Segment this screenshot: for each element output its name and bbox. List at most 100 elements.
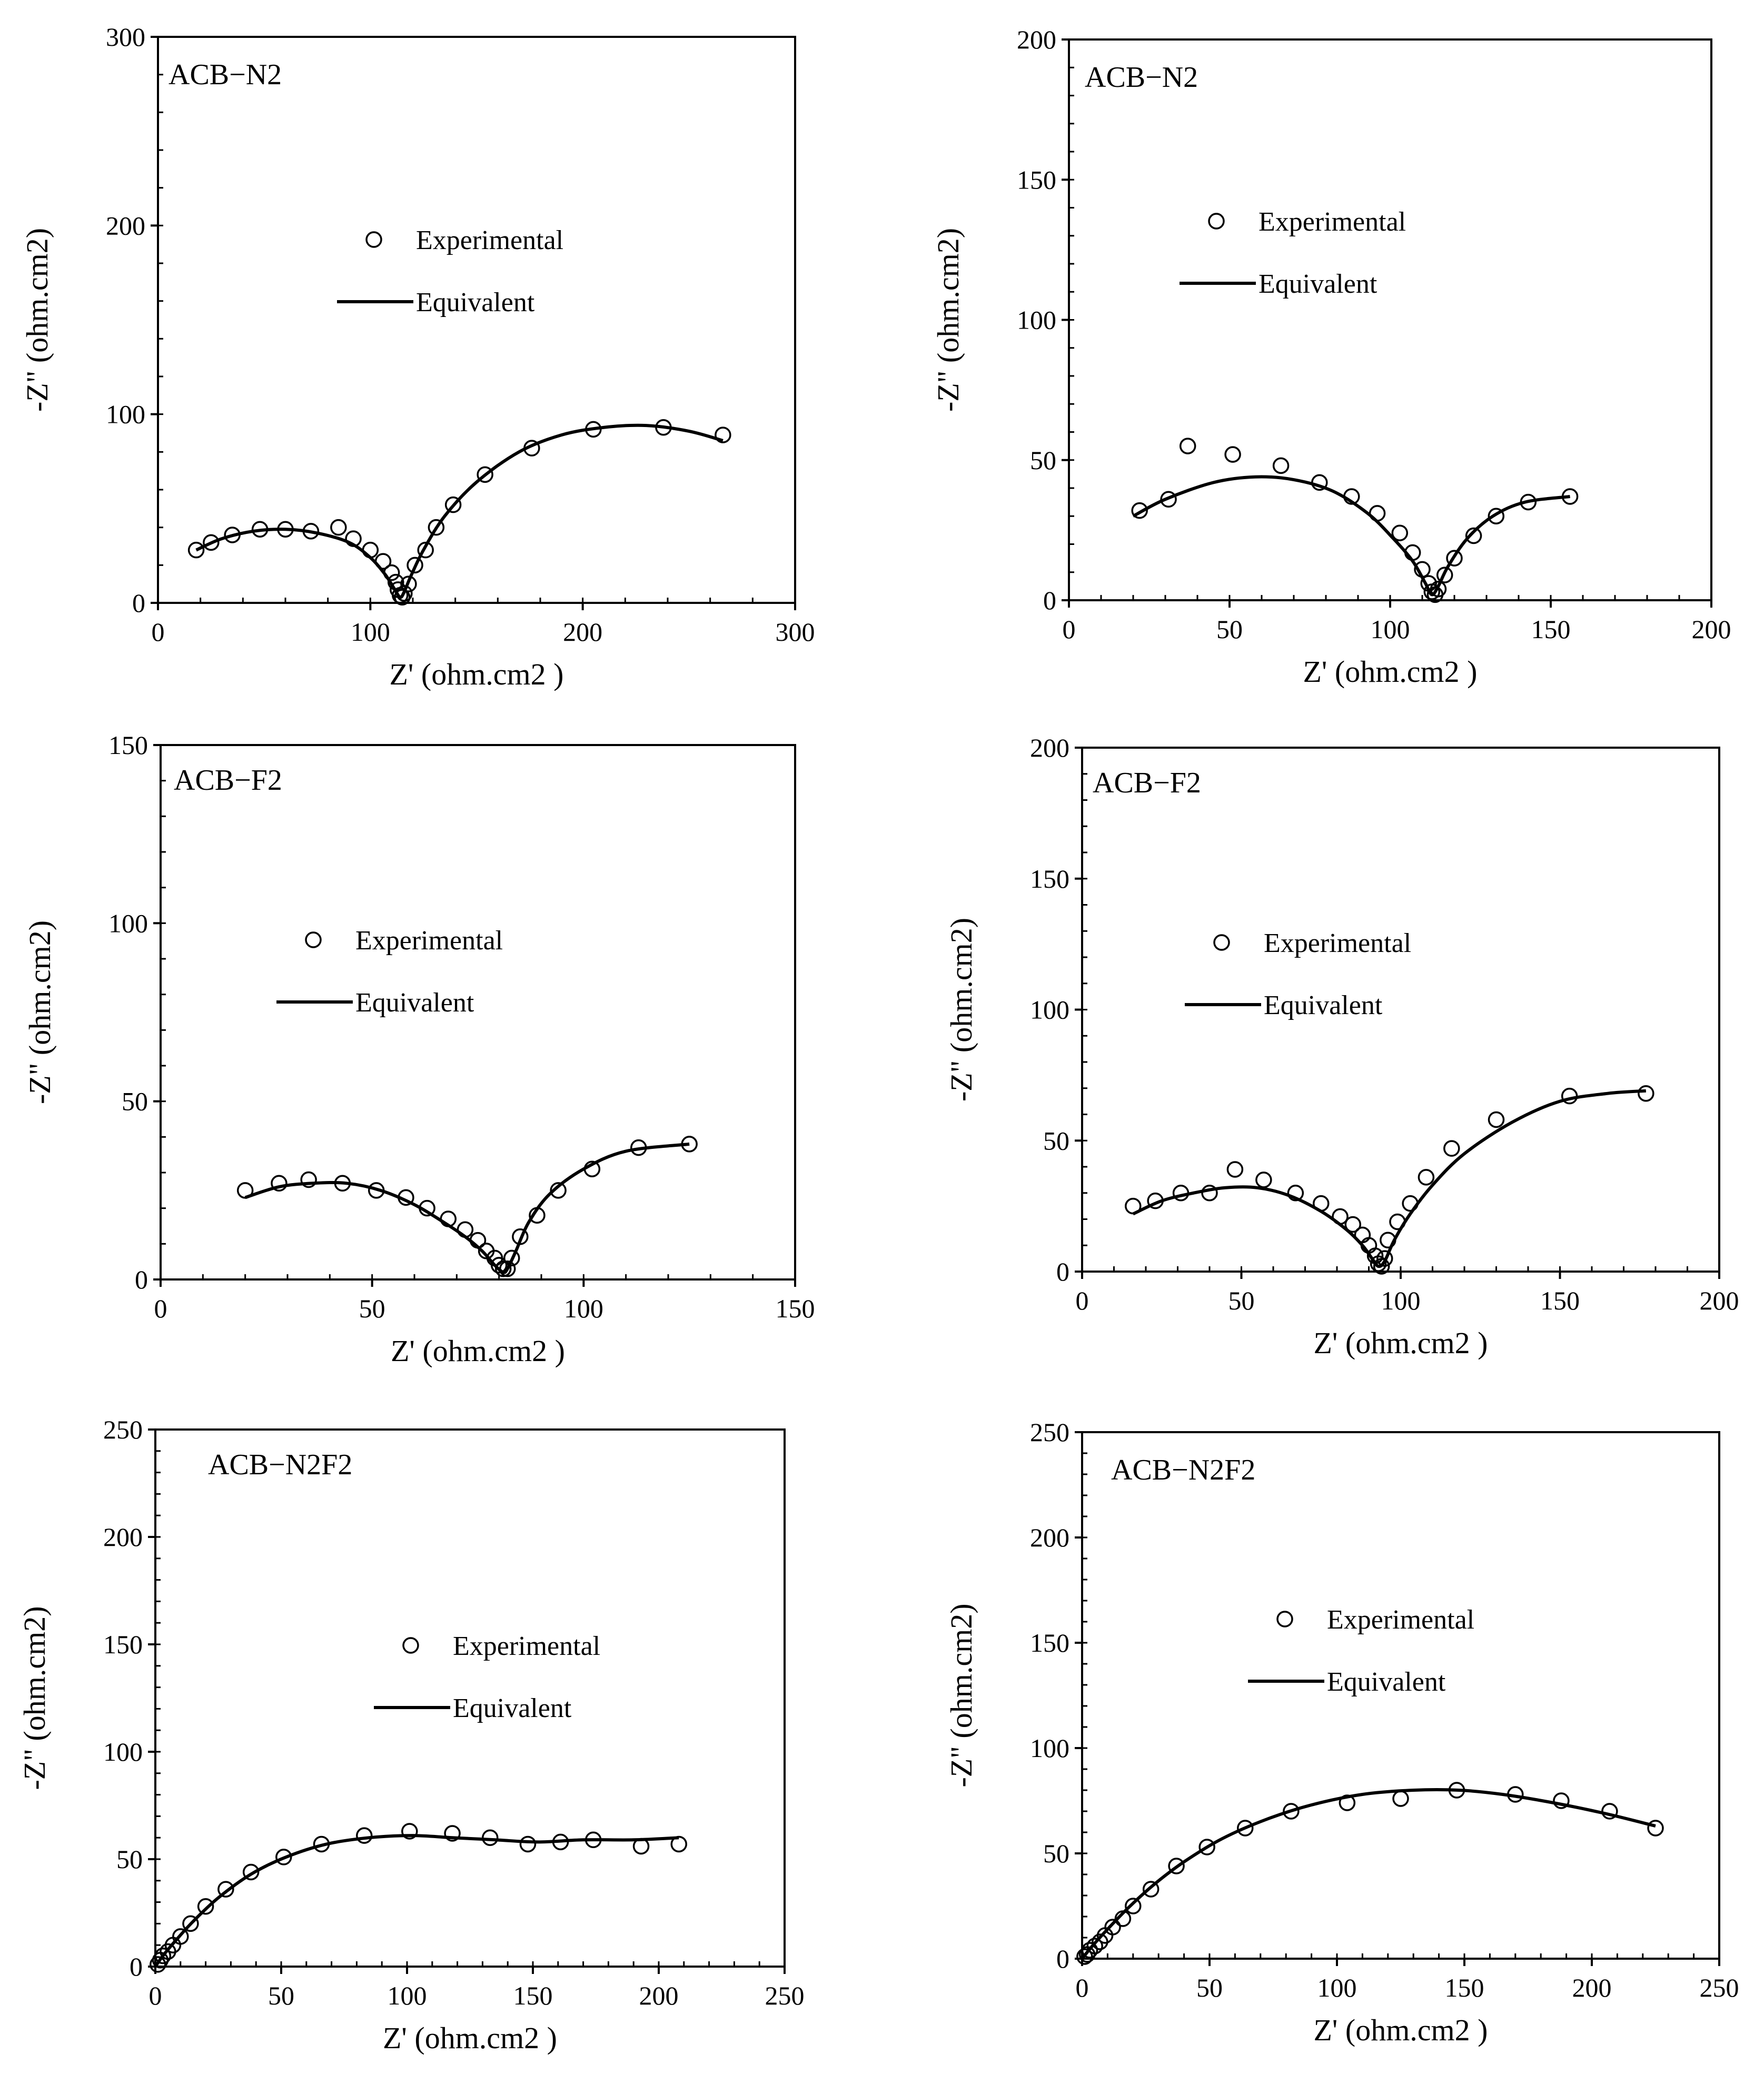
experimental-point bbox=[1430, 580, 1447, 598]
experimental-point bbox=[1081, 1942, 1098, 1959]
experimental-point bbox=[1402, 1195, 1419, 1212]
x-axis-title: Z' (ohm.cm2 ) bbox=[1303, 654, 1478, 689]
x-tick-label: 150 bbox=[513, 1981, 553, 2010]
experimental-point bbox=[583, 1160, 601, 1177]
y-tick-label: 0 bbox=[132, 588, 145, 618]
experimental-point bbox=[1443, 1140, 1460, 1157]
experimental-point bbox=[302, 523, 320, 540]
experimental-point bbox=[1160, 491, 1177, 508]
experimental-point bbox=[1179, 438, 1196, 454]
y-tick-label: 100 bbox=[106, 400, 145, 429]
y-tick-label: 100 bbox=[1030, 995, 1069, 1025]
experimental-point bbox=[1373, 1258, 1390, 1275]
y-axis-title: -Z" (ohm.cm2) bbox=[944, 918, 978, 1101]
x-tick-label: 50 bbox=[1228, 1286, 1255, 1315]
experimental-point bbox=[417, 541, 434, 559]
y-axis-title: -Z" (ohm.cm2) bbox=[931, 228, 965, 412]
experimental-point bbox=[1414, 561, 1431, 578]
experimental-point bbox=[503, 1249, 520, 1267]
chart-panel-3: 0 50 100 150 0 50 100 150 Z' (ohm.cm2 ) -Z" (ohm.… bbox=[23, 730, 815, 1368]
legend-experimental-marker bbox=[1276, 1611, 1293, 1627]
experimental-point bbox=[1507, 1786, 1524, 1803]
series-equivalent-line bbox=[154, 1834, 679, 1968]
experimental-point bbox=[1311, 474, 1328, 491]
panel-title: ACB−F2 bbox=[174, 764, 282, 797]
experimental-point bbox=[368, 1182, 385, 1199]
panel-title: ACB−N2F2 bbox=[208, 1448, 352, 1481]
legend-experimental-label: Experimental bbox=[416, 225, 563, 255]
experimental-point bbox=[1638, 1085, 1654, 1102]
experimental-point bbox=[1404, 544, 1421, 561]
plot-frame bbox=[1081, 747, 1720, 1273]
experimental-point bbox=[1114, 1910, 1132, 1927]
experimental-point bbox=[490, 1257, 508, 1274]
y-axis-title: -Z" (ohm.cm2) bbox=[17, 1606, 52, 1790]
y-tick-label: 0 bbox=[1043, 585, 1056, 615]
experimental-point bbox=[1272, 457, 1290, 474]
legend-experimental-label: Experimental bbox=[453, 1631, 600, 1661]
experimental-point bbox=[1283, 1803, 1300, 1820]
panel-title: ACB−N2 bbox=[169, 58, 282, 91]
chart-panel-6: 0 50 100 150 200 250 0 50 100 150 200 250 Z' (ohm.cm… bbox=[944, 1417, 1739, 2047]
experimental-point bbox=[1344, 1216, 1361, 1233]
x-tick-label: 100 bbox=[564, 1294, 603, 1323]
legend-experimental-marker bbox=[1213, 934, 1230, 951]
experimental-point bbox=[271, 1175, 288, 1192]
experimental-point bbox=[334, 1175, 351, 1192]
x-tick-label: 100 bbox=[388, 1981, 427, 2010]
experimental-point bbox=[1313, 1195, 1330, 1212]
experimental-point bbox=[1448, 1782, 1465, 1799]
y-tick-label: 200 bbox=[1030, 733, 1069, 762]
experimental-point bbox=[1392, 1790, 1409, 1807]
y-tick-label: 50 bbox=[122, 1087, 148, 1116]
experimental-point bbox=[345, 530, 362, 547]
experimental-point bbox=[1380, 1232, 1396, 1249]
experimental-point bbox=[300, 1171, 317, 1188]
experimental-point bbox=[1601, 1803, 1618, 1820]
x-tick-label: 0 bbox=[152, 617, 165, 647]
experimental-point bbox=[330, 519, 347, 536]
experimental-point bbox=[400, 575, 417, 592]
y-tick-label: 100 bbox=[103, 1737, 143, 1766]
experimental-point bbox=[440, 1210, 457, 1227]
experimental-point bbox=[1237, 1820, 1254, 1837]
experimental-point bbox=[670, 1835, 687, 1853]
x-tick-label: 150 bbox=[1445, 1973, 1484, 2002]
y-tick-label: 100 bbox=[1017, 305, 1056, 335]
experimental-point bbox=[1201, 1185, 1218, 1202]
y-tick-label: 50 bbox=[1043, 1126, 1069, 1155]
x-axis-title: Z' (ohm.cm2 ) bbox=[383, 2021, 557, 2055]
experimental-point bbox=[512, 1228, 529, 1245]
experimental-point bbox=[407, 557, 423, 574]
experimental-point bbox=[550, 1182, 567, 1199]
experimental-point bbox=[1224, 446, 1241, 463]
experimental-point bbox=[1287, 1185, 1304, 1202]
experimental-point bbox=[197, 1898, 214, 1915]
y-tick-label: 0 bbox=[130, 1952, 143, 1981]
y-tick-label: 250 bbox=[1030, 1417, 1069, 1447]
y-tick-label: 200 bbox=[1017, 25, 1056, 54]
x-tick-label: 100 bbox=[1371, 614, 1410, 644]
legend-experimental-label: Experimental bbox=[1258, 207, 1406, 237]
experimental-point bbox=[655, 419, 672, 436]
y-axis-title: -Z" (ohm.cm2) bbox=[23, 920, 57, 1104]
experimental-point bbox=[1369, 505, 1386, 522]
experimental-point bbox=[1147, 1192, 1164, 1209]
experimental-point bbox=[1488, 508, 1505, 524]
panel-title: ACB−F2 bbox=[1093, 767, 1201, 799]
experimental-point bbox=[187, 541, 205, 559]
experimental-point bbox=[1520, 493, 1537, 511]
experimental-point bbox=[1436, 567, 1453, 583]
x-tick-label: 0 bbox=[1076, 1286, 1089, 1315]
chart-panel-2: 0 50 100 150 200 0 50 100 150 200 Z' (ohm.cm2 ) -Z"… bbox=[931, 25, 1731, 689]
experimental-point bbox=[1104, 1919, 1121, 1936]
x-axis-title: Z' (ohm.cm2 ) bbox=[391, 1334, 565, 1368]
experimental-point bbox=[457, 1221, 474, 1238]
experimental-point bbox=[1488, 1111, 1505, 1128]
x-tick-label: 50 bbox=[359, 1294, 385, 1323]
experimental-point bbox=[499, 1260, 516, 1277]
plot-frame bbox=[154, 1428, 786, 1968]
plot-frame bbox=[1068, 38, 1712, 601]
series-equivalent-line bbox=[1081, 1788, 1656, 1960]
experimental-point bbox=[172, 1928, 189, 1945]
